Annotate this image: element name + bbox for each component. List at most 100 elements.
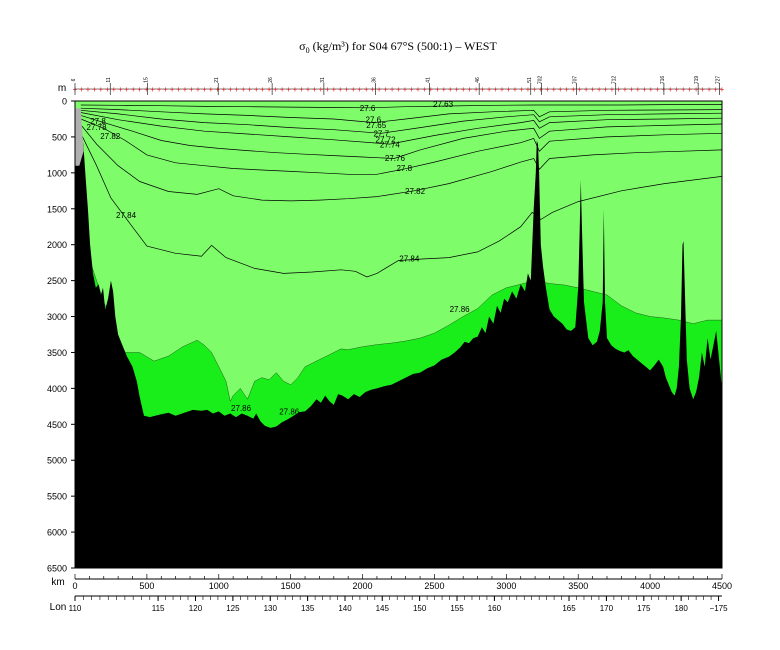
contour-label: 27.86	[450, 305, 471, 314]
station-marker: +	[163, 85, 168, 94]
y-tick-label: 6000	[47, 528, 67, 538]
lon-tick-label: 180	[674, 604, 688, 613]
y-tick-label: 0	[62, 97, 67, 107]
contour-label: 27.82	[405, 187, 426, 196]
lon-tick-label: 155	[450, 604, 464, 613]
station-marker: +	[196, 85, 201, 94]
y-tick-label: 5000	[47, 456, 67, 466]
station-marker: +	[111, 85, 116, 94]
lon-tick-label: 110	[69, 604, 82, 613]
lon-tick-label: 115	[152, 604, 165, 613]
lon-tick-label: 175	[637, 604, 651, 613]
station-marker: +	[636, 85, 641, 94]
station-marker: +	[99, 85, 104, 94]
station-label: 716	[660, 76, 666, 85]
station-marker: +	[467, 85, 472, 94]
station-marker: +	[267, 85, 272, 94]
lon-tick-label: 165	[562, 604, 576, 613]
station-marker: +	[435, 85, 440, 94]
lon-tick-label: 130	[264, 604, 278, 613]
contour-line	[80, 107, 722, 123]
contour-line	[80, 104, 722, 109]
station-marker: +	[370, 85, 375, 94]
station-marker: +	[558, 85, 563, 94]
contour-line	[80, 133, 722, 278]
station-label: 6	[71, 78, 77, 81]
station-marker: +	[642, 85, 647, 94]
station-marker: +	[623, 85, 628, 94]
y-tick-label: 5500	[47, 492, 67, 502]
station-marker: +	[577, 85, 582, 94]
station-marker: +	[357, 85, 362, 94]
y-tick-label: 500	[52, 132, 67, 142]
station-marker: +	[539, 85, 544, 94]
station-marker: +	[331, 85, 336, 94]
station-marker: +	[273, 85, 278, 94]
station-marker: +	[474, 85, 479, 94]
station-marker: +	[674, 85, 679, 94]
station-marker: +	[648, 85, 653, 94]
station-marker: +	[86, 85, 91, 94]
station-marker: +	[584, 85, 589, 94]
lon-axis-label: Lon	[50, 602, 67, 613]
station-marker: +	[105, 85, 110, 94]
station-marker: +	[493, 85, 498, 94]
station-marker: +	[338, 85, 343, 94]
station-marker: +	[713, 85, 718, 94]
station-marker: +	[150, 85, 155, 94]
station-marker: +	[131, 85, 136, 94]
station-marker: +	[551, 85, 556, 94]
station-marker: +	[241, 85, 246, 94]
station-label: 31	[320, 77, 326, 83]
station-marker: +	[610, 85, 615, 94]
lon-tick-label: 120	[189, 604, 203, 613]
station-marker: +	[157, 85, 162, 94]
station-marker: +	[189, 85, 194, 94]
station-marker: +	[403, 85, 408, 94]
station-marker: +	[344, 85, 349, 94]
y-tick-label: 4000	[47, 384, 67, 394]
station-marker: +	[170, 85, 175, 94]
x-tick-label: 1000	[209, 581, 229, 591]
station-marker: +	[448, 85, 453, 94]
station-marker: +	[506, 85, 511, 94]
station-marker: +	[202, 85, 207, 94]
station-marker: +	[260, 85, 265, 94]
plot-layers-clipped: 27.6 27.6327.627.6527.727.7227.7427.7627.…	[75, 100, 722, 568]
station-marker: +	[629, 85, 634, 94]
contour-label: 27.63	[433, 100, 454, 109]
station-label: 36	[371, 77, 377, 83]
station-marker: +	[571, 85, 576, 94]
station-marker: +	[293, 85, 298, 94]
station-marker: +	[564, 85, 569, 94]
station-label: 41	[425, 77, 431, 83]
lon-tick-label: −175	[710, 604, 729, 613]
lon-tick-label: 125	[226, 604, 240, 613]
station-marker: +	[286, 85, 291, 94]
x-tick-label: 1500	[281, 581, 301, 591]
contour-label: 27.78	[87, 123, 108, 132]
station-marker: +	[545, 85, 550, 94]
x-tick-label: 500	[139, 581, 154, 591]
station-marker: +	[429, 85, 434, 94]
station-marker: +	[519, 85, 524, 94]
station-marker: +	[144, 85, 149, 94]
station-marker: +	[92, 85, 97, 94]
lon-tick-label: 150	[413, 604, 427, 613]
station-marker: +	[390, 85, 395, 94]
contour-label: 27.74	[380, 140, 401, 149]
contour-label: 27.6	[360, 104, 376, 113]
station-label: 707	[572, 76, 578, 85]
contour-label: 27.65	[366, 121, 387, 130]
contour-label: 27.6	[366, 115, 382, 124]
x-tick-label: 0	[72, 581, 77, 591]
x-axis-label: km	[51, 577, 64, 588]
station-marker: +	[299, 85, 304, 94]
station-marker: +	[247, 85, 252, 94]
station-marker: +	[668, 85, 673, 94]
y-tick-label: 1000	[47, 168, 67, 178]
y-tick-label: 6500	[47, 564, 67, 574]
station-marker: +	[700, 85, 705, 94]
station-marker: +	[176, 85, 181, 94]
contour-label: 27.84	[399, 255, 420, 264]
